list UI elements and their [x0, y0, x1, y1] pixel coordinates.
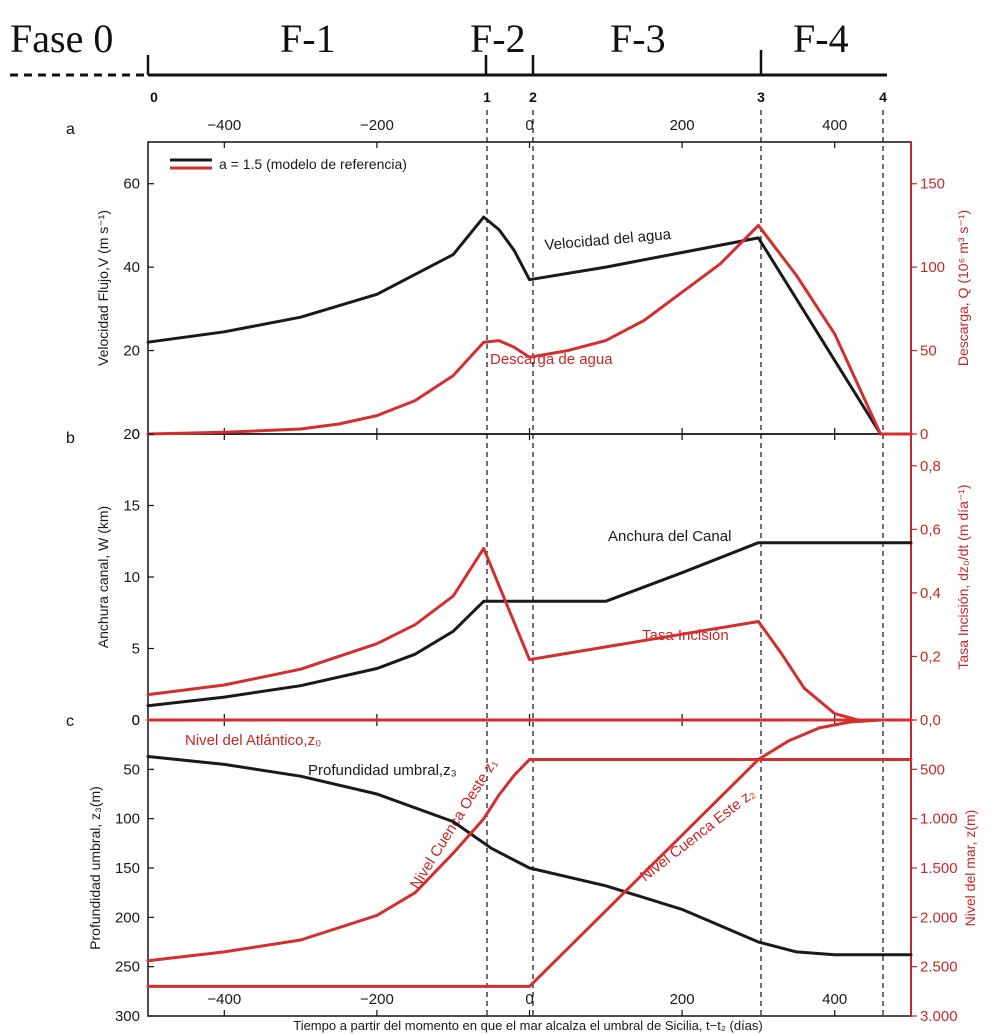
y-tick-label-left: 5 — [132, 641, 140, 658]
y-tick-label-left: 10 — [123, 569, 140, 586]
chart-marks: 0204060050100150051015200,00,20,40,60,80… — [115, 117, 958, 1025]
x-tick-label-bottom: 200 — [670, 991, 695, 1008]
y-tick-label-left: 100 — [115, 811, 140, 828]
phase-label-1: F-1 — [280, 16, 336, 61]
y-tick-label-left: 60 — [123, 176, 140, 193]
annotation-anchura: Anchura del Canal — [608, 528, 731, 545]
annotation-atlantico: Nivel del Atlántico,z₀ — [185, 732, 321, 749]
panel-c-series-2-line — [146, 758, 913, 963]
milestone-1: 1 — [483, 89, 491, 105]
y-tick-label-left: 20 — [123, 343, 140, 360]
panel-a-series-1-line — [146, 223, 913, 436]
milestone-2: 2 — [529, 89, 537, 105]
y-tick-label-left: 300 — [115, 1008, 140, 1025]
phase-label-2: F-2 — [470, 16, 526, 61]
y-tick-label-left: 20 — [123, 426, 140, 443]
y-tick-label-left: 250 — [115, 959, 140, 976]
y-tick-label-right: 500 — [920, 761, 945, 778]
panel-c-series-0-line — [146, 755, 913, 957]
y-tick-label-right: 2.000 — [920, 909, 958, 926]
phase-header: Fase 0 F-1 F-2 F-3 F-4 0 1 2 3 4 — [10, 16, 887, 105]
annotation-umbral: Profundidad umbral,z₃ — [308, 762, 457, 779]
panel-a-frame — [147, 141, 912, 435]
y-tick-label-right: 1.000 — [920, 811, 958, 828]
panel-label-b: b — [66, 430, 75, 447]
milestone-3: 3 — [757, 89, 765, 105]
panel-c-series-3-line — [146, 718, 913, 988]
x-tick-label-top: 200 — [670, 117, 695, 134]
phase-label-0: Fase 0 — [10, 16, 113, 61]
panel-c-ylabel: Profundidad umbral, z₃(m) — [87, 786, 103, 950]
y-tick-label-right: 0,2 — [920, 648, 941, 665]
milestone-4: 4 — [879, 89, 887, 105]
y-tick-label-right: 2.500 — [920, 959, 958, 976]
y-tick-label-right: 0,8 — [920, 458, 941, 475]
y-tick-label-left: 0 — [132, 712, 140, 729]
milestone-guides — [486, 110, 884, 1016]
y-tick-label-left: 40 — [123, 259, 140, 276]
panel-b-ylabel: Anchura canal, W (km) — [95, 506, 111, 648]
legend: a = 1.5 (modelo de referencia) — [170, 156, 407, 172]
y-tick-label-left: 0 — [132, 712, 140, 729]
y-tick-label-right: 0,4 — [920, 585, 941, 602]
y-tick-label-right: 0 — [920, 426, 928, 443]
y-tick-label-right: 0,0 — [920, 712, 941, 729]
x-tick-label-bottom: 400 — [822, 991, 847, 1008]
phase-label-3: F-3 — [610, 16, 666, 61]
y-tick-label-left: 0 — [132, 426, 140, 443]
phase-label-4: F-4 — [793, 16, 849, 61]
panel-a-ylabel: Velocidad Flujo,V (m s⁻¹) — [95, 210, 111, 366]
annotation-velocidad: Velocidad del agua — [544, 226, 672, 254]
x-axis-label: Tiempo a partir del momento en que el ma… — [293, 1018, 763, 1033]
y-tick-label-left: 15 — [123, 498, 140, 515]
y-tick-label-right: 0,6 — [920, 521, 941, 538]
y-tick-label-right: 3.000 — [920, 1008, 958, 1025]
legend-label: a = 1.5 (modelo de referencia) — [219, 156, 407, 172]
y-tick-label-left: 50 — [123, 761, 140, 778]
y-tick-label-right: 100 — [920, 259, 945, 276]
y-tick-label-right: 50 — [920, 343, 937, 360]
panel-a-ylabel-right: Descarga, Q (10⁶ m³ s⁻¹) — [955, 210, 971, 366]
x-tick-label-top: 400 — [822, 117, 847, 134]
panel-c-ylabel-right: Nivel del mar, z(m) — [962, 810, 978, 927]
y-tick-label-left: 200 — [115, 909, 140, 926]
y-tick-label-right: 1.500 — [920, 860, 958, 877]
x-tick-label-top: −200 — [360, 117, 394, 134]
panel-label-c: c — [66, 713, 74, 730]
panel-b-series-1-line — [146, 546, 913, 722]
panel-b-series-0-line — [146, 541, 913, 708]
panel-b-ylabel-right: Tasa Incisión, dz₀/dt (m día⁻¹) — [955, 484, 971, 669]
x-tick-label-top: 0 — [525, 117, 533, 134]
panel-label-a: a — [66, 121, 75, 138]
annotation-cuenca-este: Nivel Cuenca Este z₂ — [637, 785, 759, 885]
y-tick-label-left: 150 — [115, 860, 140, 877]
x-tick-label-bottom: 0 — [525, 991, 533, 1008]
panel-a-series-0-line — [146, 215, 913, 436]
x-tick-label-bottom: −200 — [360, 991, 394, 1008]
y-tick-label-right: 150 — [920, 176, 945, 193]
milestone-0: 0 — [150, 89, 158, 105]
x-tick-label-bottom: −400 — [207, 991, 241, 1008]
x-tick-label-top: −400 — [207, 117, 241, 134]
annotation-descarga: Descarga de agua — [490, 351, 613, 368]
